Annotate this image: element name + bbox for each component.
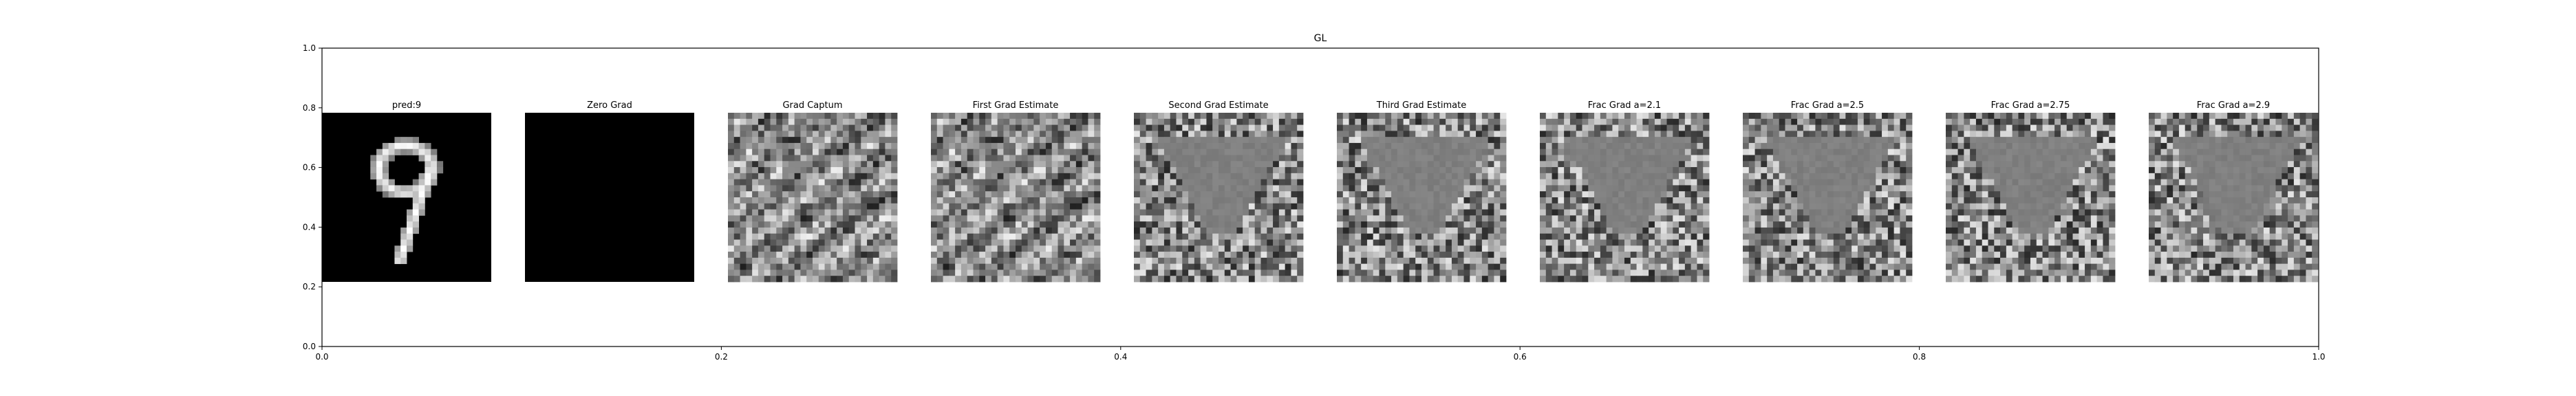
panel-image bbox=[2149, 113, 2319, 283]
panel-7: Frac Grad a=2.1 bbox=[1540, 100, 1710, 283]
panel-title: Grad Captum bbox=[782, 100, 842, 111]
panel-title: Frac Grad a=2.5 bbox=[1791, 100, 1864, 111]
panel-image bbox=[322, 113, 491, 282]
panel-image bbox=[728, 113, 898, 283]
panel-title: Frac Grad a=2.9 bbox=[2197, 100, 2270, 111]
panel-image bbox=[1337, 113, 1507, 283]
y-tick-label: 0.0 bbox=[303, 342, 316, 351]
panel-1: pred:9 bbox=[322, 100, 491, 282]
x-tick-label: 0.0 bbox=[315, 352, 328, 362]
panel-title: Zero Grad bbox=[587, 100, 632, 111]
x-tick-label: 0.6 bbox=[1514, 352, 1527, 362]
panel-title: Second Grad Estimate bbox=[1168, 100, 1268, 111]
panel-image bbox=[525, 113, 694, 282]
y-tick-label: 0.2 bbox=[303, 282, 316, 292]
panel-9: Frac Grad a=2.75 bbox=[1946, 100, 2116, 283]
y-tick-label: 0.6 bbox=[303, 163, 316, 173]
panel-3: Grad Captum bbox=[728, 100, 898, 283]
panel-10: Frac Grad a=2.9 bbox=[2149, 100, 2319, 283]
panel-6: Third Grad Estimate bbox=[1337, 100, 1507, 283]
panel-image bbox=[931, 113, 1101, 283]
panel-5: Second Grad Estimate bbox=[1134, 100, 1304, 283]
panel-image bbox=[1134, 113, 1304, 283]
y-tick-label: 0.8 bbox=[303, 103, 316, 113]
y-tick-label: 0.4 bbox=[303, 222, 316, 232]
panel-image bbox=[1743, 113, 1913, 283]
panel-image bbox=[1946, 113, 2116, 283]
y-tick-label: 1.0 bbox=[303, 43, 316, 53]
panel-2: Zero Grad bbox=[525, 100, 694, 282]
panel-title: Frac Grad a=2.1 bbox=[1588, 100, 1661, 111]
panel-title: pred:9 bbox=[392, 100, 421, 111]
x-tick-label: 1.0 bbox=[2312, 352, 2325, 362]
x-tick-label: 0.2 bbox=[715, 352, 728, 362]
x-tick-label: 0.4 bbox=[1114, 352, 1127, 362]
figure-title: GL bbox=[1314, 33, 1327, 44]
panel-8: Frac Grad a=2.5 bbox=[1743, 100, 1913, 283]
panel-title: First Grad Estimate bbox=[973, 100, 1059, 111]
panel-image bbox=[1540, 113, 1710, 283]
panel-title: Frac Grad a=2.75 bbox=[1991, 100, 2070, 111]
x-tick-label: 0.8 bbox=[1913, 352, 1926, 362]
panel-title: Third Grad Estimate bbox=[1376, 100, 1466, 111]
panel-4: First Grad Estimate bbox=[931, 100, 1101, 283]
